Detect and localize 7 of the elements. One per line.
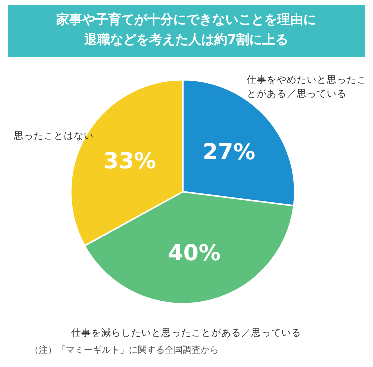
- data-label: 40%: [168, 242, 221, 267]
- slice-label: 仕事をやめたいと思ったことがある／思っている: [247, 74, 368, 102]
- slice-label: 仕事を減らしたいと思ったことがある／思っている: [70, 327, 302, 341]
- chart-title: 家事や子育てが十分にできないことを理由に退職などを考えた人は約7割に上る: [8, 5, 365, 57]
- data-label: 33%: [104, 150, 156, 175]
- text: （注）「マミーギルト」に関する全国調査から: [30, 344, 219, 357]
- data-label: 27%: [202, 140, 256, 166]
